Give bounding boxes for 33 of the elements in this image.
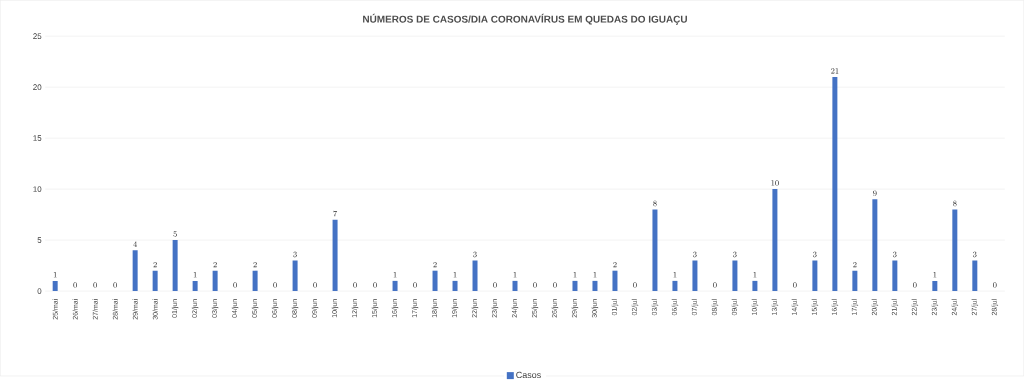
- bar: [132, 250, 138, 291]
- legend-label: Casos: [516, 371, 541, 378]
- bar: [812, 260, 818, 291]
- bar: [592, 280, 598, 291]
- bar: [692, 260, 698, 291]
- bar: [652, 209, 658, 291]
- bar: [452, 280, 458, 291]
- bar: [432, 270, 438, 291]
- bar: [512, 280, 518, 291]
- bar: [732, 260, 738, 291]
- bar: [832, 76, 838, 291]
- bar: [52, 280, 58, 291]
- bar: [572, 280, 578, 291]
- chart-title: NÚMEROS DE CASOS/DIA CORONAVÍRUS EM QUEDAS DO IGUAÇU: [363, 13, 687, 25]
- bar: [392, 280, 398, 291]
- bar: [952, 209, 958, 291]
- bar: [772, 188, 778, 291]
- bar: [932, 280, 938, 291]
- bar: [152, 270, 158, 291]
- bar: [332, 219, 338, 291]
- bar: [472, 260, 478, 291]
- bar: [192, 280, 198, 291]
- bar: [672, 280, 678, 291]
- bar: [872, 199, 878, 291]
- bar: [972, 260, 978, 291]
- bar: [752, 280, 758, 291]
- bar: [172, 239, 178, 291]
- bar: [292, 260, 298, 291]
- bar: [892, 260, 898, 291]
- bar: [212, 270, 218, 291]
- bar: [252, 270, 258, 291]
- bar: [852, 270, 858, 291]
- bar: [612, 270, 618, 291]
